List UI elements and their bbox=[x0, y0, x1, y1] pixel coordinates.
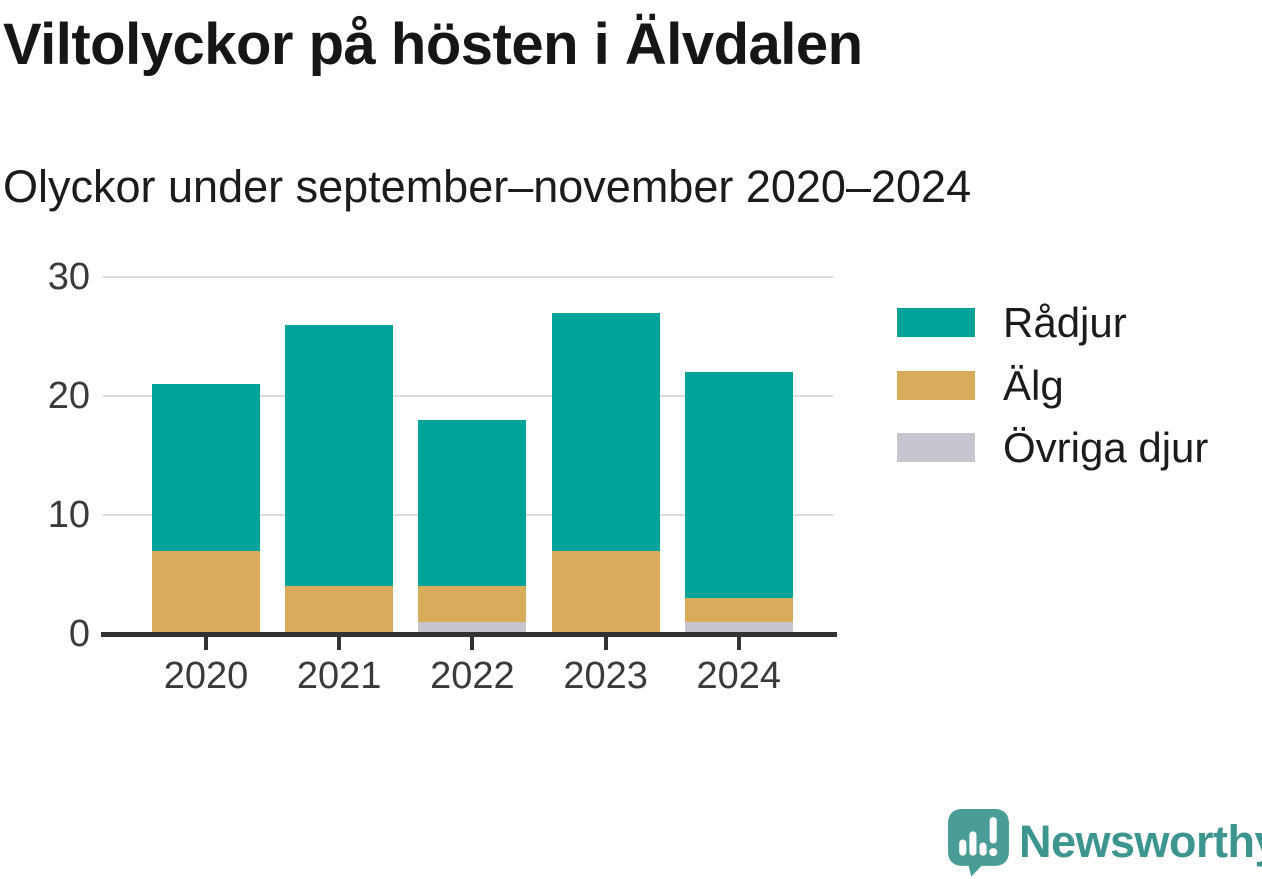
bar-segment-radjur-2022 bbox=[418, 419, 527, 587]
brand-mark-exclamation bbox=[989, 817, 997, 844]
x-tick-2024 bbox=[736, 637, 741, 650]
legend-item-radjur: Rådjur bbox=[897, 299, 1127, 346]
gridline-30 bbox=[103, 276, 833, 278]
x-axis-line bbox=[101, 632, 837, 637]
bar-segment-alg-2020 bbox=[152, 550, 260, 634]
y-tick-label-0: 0 bbox=[68, 613, 90, 655]
legend-swatch-ovriga-djur bbox=[897, 433, 975, 462]
legend-swatch-radjur bbox=[897, 308, 975, 337]
bar-segment-alg-2023 bbox=[551, 550, 660, 634]
brand-mark-bar2 bbox=[969, 831, 977, 856]
brand-logo: Newsworthy bbox=[946, 807, 1262, 877]
bar-segment-radjur-2024 bbox=[684, 372, 793, 599]
y-tick-label-10: 10 bbox=[47, 494, 90, 536]
x-tick-2022 bbox=[470, 637, 475, 650]
chart-title: Viltolyckor på hösten i Älvdalen bbox=[3, 12, 863, 77]
bar-segment-radjur-2021 bbox=[285, 324, 394, 587]
x-tick-2020 bbox=[204, 637, 208, 650]
x-tick-2021 bbox=[337, 637, 342, 650]
bar-segment-radjur-2023 bbox=[551, 312, 660, 551]
gridline-20 bbox=[103, 395, 833, 397]
x-tick-label-2021: 2021 bbox=[296, 655, 382, 697]
bar-segment-alg-2021 bbox=[285, 586, 394, 634]
brand-mark-bar1 bbox=[959, 839, 967, 856]
x-tick-label-2020: 2020 bbox=[163, 655, 249, 697]
x-tick-label-2022: 2022 bbox=[430, 655, 515, 697]
legend: Rådjur Älg Övriga djur bbox=[897, 299, 1257, 528]
brand-wordmark: Newsworthy bbox=[1019, 816, 1262, 867]
y-tick-label-20: 20 bbox=[47, 375, 90, 417]
legend-label-alg: Älg bbox=[1003, 361, 1064, 409]
chart-subtitle: Olyckor under september–november 2020–20… bbox=[3, 161, 972, 212]
x-tick-label-2024: 2024 bbox=[696, 655, 782, 697]
bar-segment-ovriga-djur-2022 bbox=[418, 622, 527, 634]
y-tick-label-30: 30 bbox=[47, 256, 90, 298]
bar-segment-alg-2024 bbox=[684, 598, 793, 623]
legend-swatch-alg bbox=[897, 370, 975, 400]
legend-item-ovriga-djur: Övriga djur bbox=[897, 424, 1209, 471]
brand-mark-bubble bbox=[948, 809, 1009, 877]
x-tick-label-2023: 2023 bbox=[563, 655, 648, 697]
legend-label-ovriga-djur: Övriga djur bbox=[1003, 424, 1209, 471]
bar-segment-alg-2022 bbox=[418, 586, 527, 623]
legend-label-radjur: Rådjur bbox=[1003, 299, 1127, 346]
x-tick-2023 bbox=[603, 637, 608, 650]
brand-mark-bar3 bbox=[979, 842, 987, 856]
legend-item-alg: Älg bbox=[897, 361, 1064, 409]
brand-mark-exclamation-dot bbox=[989, 848, 998, 857]
brand-mark-icon bbox=[948, 809, 1009, 877]
bar-segment-ovriga-djur-2024 bbox=[684, 622, 793, 634]
bar-segment-radjur-2020 bbox=[152, 384, 260, 551]
